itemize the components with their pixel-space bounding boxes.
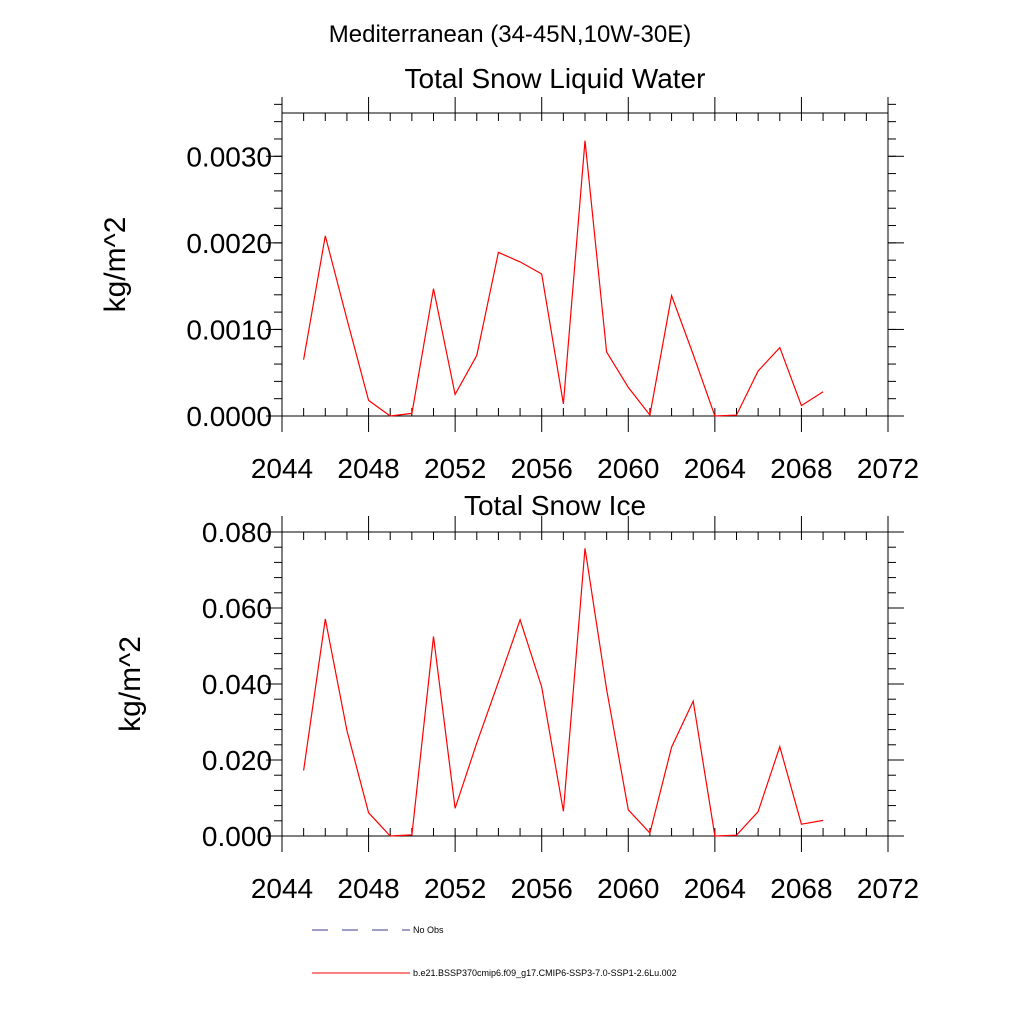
y-tick-label: 0.020 bbox=[202, 745, 272, 776]
legend: No Obs b.e21.BSSP370cmip6.f09_g17.CMIP6-S… bbox=[312, 925, 677, 978]
y-axis-label: kg/m^2 bbox=[99, 217, 132, 313]
series-line-1 bbox=[303, 140, 824, 417]
figure-main-title: Mediterranean (34-45N,10W-30E) bbox=[329, 21, 691, 48]
series-line-1 bbox=[303, 548, 824, 837]
y-tick-label: 0.080 bbox=[202, 517, 272, 548]
x-tick-label: 2052 bbox=[424, 453, 486, 484]
y-axis-label: kg/m^2 bbox=[114, 636, 147, 732]
x-tick-label: 2052 bbox=[424, 873, 486, 904]
x-tick-label: 2056 bbox=[511, 873, 573, 904]
legend-label-1: No Obs bbox=[413, 925, 444, 935]
plot-frame bbox=[281, 112, 889, 417]
x-tick-label: 2064 bbox=[684, 453, 746, 484]
x-tick-label: 2048 bbox=[337, 873, 399, 904]
x-tick-label: 2068 bbox=[770, 873, 832, 904]
chart-panels: Total Snow Liquid Water 2044 2048 2052 2056 2… bbox=[99, 63, 919, 904]
x-tick-label: 2060 bbox=[597, 453, 659, 484]
y-tick-label: 0.0000 bbox=[186, 401, 272, 432]
chart-title: Total Snow Liquid Water bbox=[405, 63, 706, 94]
x-tick-label: 2072 bbox=[857, 453, 919, 484]
y-tick-label: 0.000 bbox=[202, 821, 272, 852]
chart-panel-2: Total Snow Ice 2044 2048 2052 2056 2060 2064 20… bbox=[114, 490, 919, 904]
x-tick-label: 2068 bbox=[770, 453, 832, 484]
legend-label-2: b.e21.BSSP370cmip6.f09_g17.CMIP6-SSP3-7.… bbox=[413, 968, 677, 978]
x-tick-label: 2048 bbox=[337, 453, 399, 484]
x-tick-label: 2044 bbox=[251, 453, 313, 484]
x-tick-label: 2064 bbox=[684, 873, 746, 904]
x-tick-label: 2044 bbox=[251, 873, 313, 904]
x-tick-label: 2056 bbox=[511, 453, 573, 484]
chart-title: Total Snow Ice bbox=[464, 490, 646, 521]
chart-panel-1: Total Snow Liquid Water 2044 2048 2052 2056 2… bbox=[99, 63, 919, 484]
y-tick-label: 0.0030 bbox=[186, 141, 272, 172]
plot-frame bbox=[281, 531, 889, 837]
x-tick-label: 2072 bbox=[857, 873, 919, 904]
y-tick-label: 0.0020 bbox=[186, 228, 272, 259]
x-tick-label: 2060 bbox=[597, 873, 659, 904]
y-tick-label: 0.060 bbox=[202, 593, 272, 624]
y-tick-label: 0.040 bbox=[202, 669, 272, 700]
y-tick-label: 0.0010 bbox=[186, 314, 272, 345]
